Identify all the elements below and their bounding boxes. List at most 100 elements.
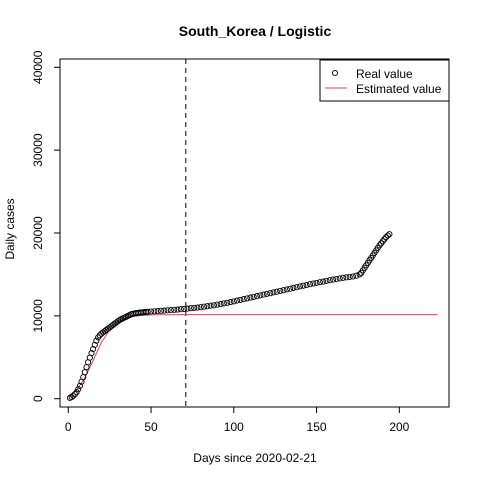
real-value-point	[68, 394, 75, 401]
real-value-point	[343, 274, 350, 281]
real-value-point	[250, 293, 257, 300]
real-value-point	[384, 232, 391, 239]
real-value-point	[270, 289, 277, 296]
real-value-point	[75, 386, 82, 393]
real-value-point	[326, 277, 333, 284]
real-value-point	[200, 303, 208, 310]
real-value-point	[263, 290, 270, 297]
real-value-point	[224, 299, 231, 306]
real-value-point	[181, 305, 188, 312]
real-value-point	[253, 293, 261, 300]
legend-label-estimated: Estimated value	[356, 82, 442, 96]
real-value-point	[157, 307, 165, 314]
x-tick-label: 50	[144, 420, 158, 434]
x-axis: 0 50 100 150 200	[65, 406, 410, 434]
real-value-point	[184, 305, 191, 312]
y-tick-label: 0	[31, 395, 45, 402]
x-tick-label: 200	[389, 420, 409, 434]
series-real-value	[66, 231, 393, 401]
real-value-point	[300, 282, 307, 289]
legend-marker-real	[331, 69, 339, 77]
real-value-point	[171, 306, 178, 313]
real-value-point	[210, 302, 217, 309]
real-value-point	[214, 301, 221, 308]
real-value-point	[194, 304, 201, 311]
real-value-point	[330, 276, 337, 283]
real-value-point	[336, 275, 343, 282]
real-value-point	[220, 300, 227, 307]
real-value-point	[151, 308, 158, 315]
y-axis: 0 10000 20000 30000 40000	[31, 50, 61, 402]
real-value-point	[114, 318, 121, 325]
x-axis-label: Days since 2020-02-21	[193, 451, 317, 465]
real-value-point	[323, 277, 330, 284]
real-value-point	[340, 274, 347, 281]
real-value-point	[204, 303, 211, 310]
x-tick-label: 150	[307, 420, 327, 434]
real-value-point	[306, 281, 314, 288]
real-value-point	[277, 287, 284, 294]
real-value-point	[273, 288, 280, 295]
real-value-point	[230, 298, 237, 305]
real-value-point	[197, 304, 204, 311]
real-value-point	[353, 272, 360, 279]
real-value-point	[154, 308, 161, 315]
real-value-point	[386, 231, 393, 238]
real-value-point	[76, 382, 83, 389]
x-tick-label: 100	[224, 420, 244, 434]
chart-title: South_Korea / Logistic	[179, 23, 332, 39]
y-tick-label: 20000	[31, 216, 45, 250]
real-value-point	[83, 364, 90, 371]
real-value-point	[144, 308, 151, 315]
real-value-point	[257, 292, 264, 299]
y-axis-label: Daily cases	[3, 198, 17, 259]
real-value-point	[247, 294, 254, 301]
real-value-point	[234, 297, 241, 304]
real-value-point	[227, 299, 234, 306]
real-value-point	[88, 350, 95, 357]
real-value-point	[320, 278, 327, 285]
real-value-point	[356, 271, 363, 278]
y-tick-label: 40000	[31, 50, 45, 84]
real-value-point	[333, 275, 340, 283]
real-value-point	[310, 280, 317, 287]
real-value-point	[303, 281, 310, 289]
real-value-point	[167, 307, 174, 314]
real-value-point	[177, 306, 184, 313]
real-value-point	[283, 286, 290, 293]
real-value-point	[164, 307, 171, 314]
legend-label-real: Real value	[356, 67, 413, 81]
real-value-point	[161, 307, 168, 314]
real-value-point	[237, 296, 244, 303]
real-value-point	[287, 285, 294, 292]
series-estimated-value	[68, 314, 438, 397]
real-value-point	[267, 290, 274, 297]
y-tick-label: 10000	[31, 299, 45, 333]
real-value-point	[187, 305, 194, 312]
real-value-point	[91, 341, 98, 348]
real-value-point	[240, 296, 247, 303]
legend-box	[319, 59, 450, 102]
y-tick-label: 30000	[31, 133, 45, 167]
real-value-point	[296, 283, 304, 290]
real-value-point	[81, 369, 88, 376]
real-value-point	[217, 301, 224, 308]
real-value-point	[313, 279, 320, 286]
x-tick-label: 0	[65, 420, 72, 434]
real-value-point	[147, 308, 155, 315]
real-value-point	[280, 287, 287, 294]
real-value-point	[207, 302, 214, 309]
real-value-point	[191, 304, 198, 311]
real-value-point	[346, 273, 353, 280]
real-value-point	[174, 306, 181, 313]
real-value-point	[260, 291, 267, 298]
real-value-point	[244, 295, 251, 302]
plot-box	[59, 58, 450, 408]
real-value-point	[290, 284, 297, 291]
estimated-value-line	[68, 314, 438, 397]
real-value-point	[293, 284, 300, 291]
real-value-point	[93, 337, 100, 344]
real-value-point	[316, 279, 323, 286]
